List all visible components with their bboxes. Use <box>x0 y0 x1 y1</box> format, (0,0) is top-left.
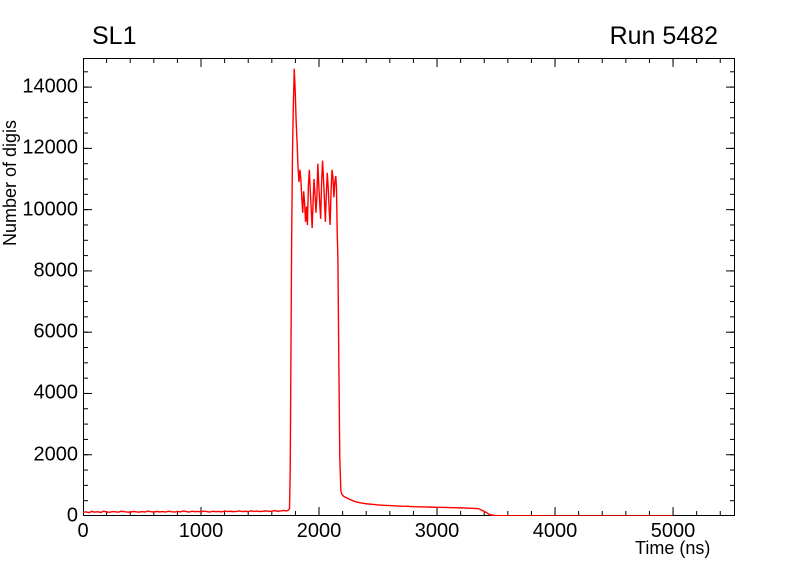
plot-frame <box>83 58 735 516</box>
y-tick-label: 2000 <box>33 443 79 466</box>
x-tick-label: 5000 <box>650 520 696 542</box>
data-series-line <box>83 68 674 516</box>
x-tick-label: 4000 <box>532 520 578 542</box>
x-tick-label: 3000 <box>414 520 460 542</box>
y-tick-label: 14000 <box>22 75 78 98</box>
y-tick-label: 4000 <box>33 381 79 404</box>
axis-ticks <box>83 58 735 516</box>
x-tick-label: 0 <box>77 520 89 542</box>
x-axis-title: Time (ns) <box>635 538 711 558</box>
plot-title-left: SL1 <box>92 22 137 50</box>
y-tick-label: 12000 <box>22 136 78 159</box>
plot-title-right: Run 5482 <box>609 22 718 50</box>
x-tick-label: 2000 <box>296 520 342 542</box>
y-tick-label: 10000 <box>22 198 78 221</box>
y-tick-label: 6000 <box>33 320 79 343</box>
plot-drawing-area <box>83 58 735 516</box>
y-tick-label: 0 <box>66 504 78 527</box>
y-tick-label: 8000 <box>33 259 79 282</box>
x-tick-label: 1000 <box>178 520 224 542</box>
y-axis-tick-labels: 0 2000 4000 6000 8000 10000 12000 14000 <box>0 0 78 572</box>
